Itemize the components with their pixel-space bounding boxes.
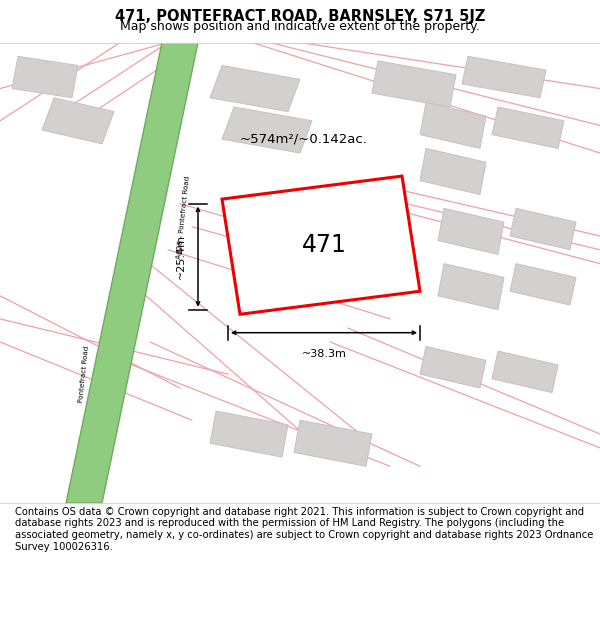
Text: ~574m²/~0.142ac.: ~574m²/~0.142ac. <box>240 132 368 146</box>
Polygon shape <box>420 149 486 194</box>
Text: Pontefract Road: Pontefract Road <box>78 345 90 403</box>
Polygon shape <box>222 176 420 314</box>
Polygon shape <box>510 264 576 305</box>
Polygon shape <box>66 42 198 503</box>
Polygon shape <box>210 66 300 112</box>
Text: 471, PONTEFRACT ROAD, BARNSLEY, S71 5JZ: 471, PONTEFRACT ROAD, BARNSLEY, S71 5JZ <box>115 9 485 24</box>
Polygon shape <box>420 102 486 149</box>
Text: A628 - Pontefract Road: A628 - Pontefract Road <box>176 176 190 259</box>
Polygon shape <box>492 107 564 149</box>
Polygon shape <box>462 56 546 98</box>
Polygon shape <box>222 107 312 153</box>
Text: Map shows position and indicative extent of the property.: Map shows position and indicative extent… <box>120 20 480 33</box>
Polygon shape <box>294 420 372 466</box>
Polygon shape <box>42 98 114 144</box>
Text: Contains OS data © Crown copyright and database right 2021. This information is : Contains OS data © Crown copyright and d… <box>15 507 593 552</box>
Polygon shape <box>420 346 486 388</box>
Polygon shape <box>210 411 288 457</box>
Polygon shape <box>510 208 576 250</box>
Polygon shape <box>438 264 504 309</box>
Text: ~25.4m: ~25.4m <box>176 234 186 279</box>
Text: ~38.3m: ~38.3m <box>302 349 346 359</box>
Polygon shape <box>372 61 456 107</box>
Text: 471: 471 <box>302 233 346 257</box>
Polygon shape <box>12 56 78 98</box>
Polygon shape <box>492 351 558 392</box>
Polygon shape <box>438 208 504 254</box>
